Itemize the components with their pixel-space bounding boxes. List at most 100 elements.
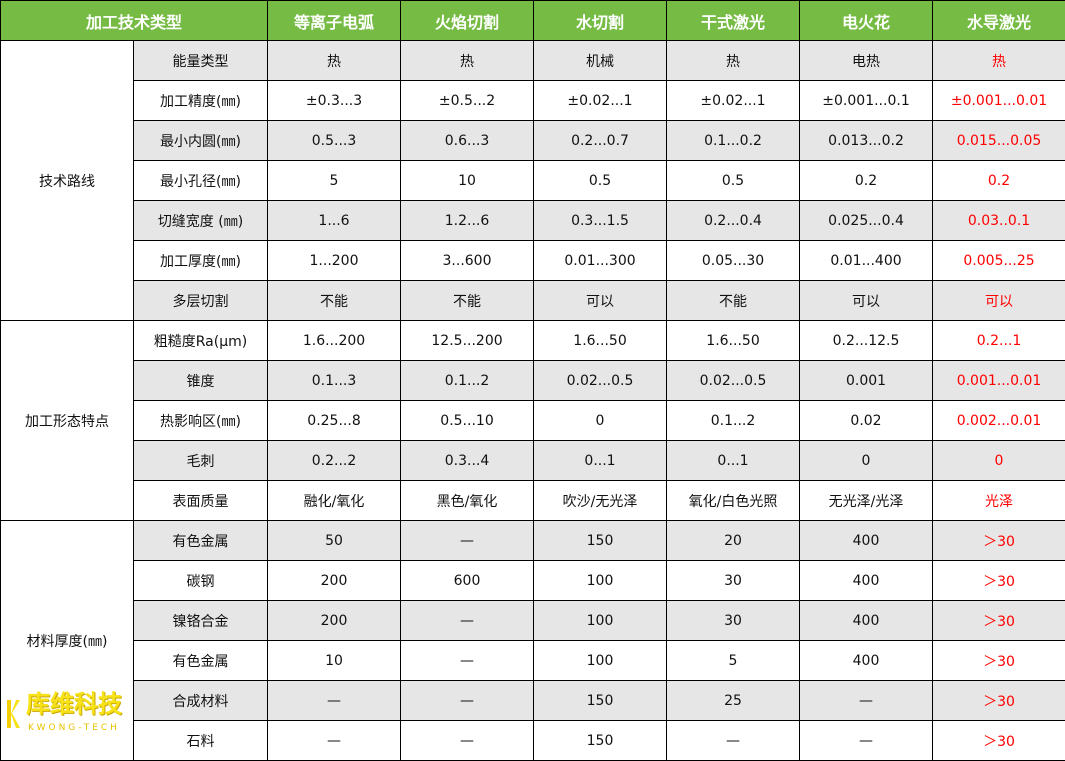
table-cell: 黑色/氧化	[400, 480, 535, 521]
table-cell: 0.1...2	[666, 400, 801, 441]
table-row: 多层切割 不能 不能 可以 不能 可以 可以	[1, 280, 1065, 321]
table-row: 加工厚度(㎜) 1...200 3...600 0.01...300 0.05...30…	[1, 240, 1065, 281]
table-cell: 1...6	[267, 200, 402, 241]
table-cell: ±0.02...1	[666, 80, 801, 121]
table-row: 有色金属 10—100 5 400 ＞30	[1, 640, 1065, 681]
table-cell: —	[799, 680, 934, 721]
group-label: 材料厚度(㎜)	[0, 520, 134, 761]
table-cell: 0.02...0.5	[533, 360, 668, 401]
table-cell: 0.1...0.2	[666, 120, 801, 161]
parameter-label: 碳钢	[132, 560, 269, 601]
table-cell: 400	[799, 520, 934, 561]
table-cell: —	[267, 720, 402, 761]
table-cell: 20	[666, 520, 801, 561]
table-cell: 0.6...3	[400, 120, 535, 161]
table-row: 材料厚度(㎜) 有色金属 50—150 20 400 ＞30	[0, 520, 1065, 761]
table-cell: 0.03..0.1	[932, 200, 1065, 241]
parameter-label: 有色金属	[132, 520, 269, 561]
table-cell: 0.013...0.2	[799, 120, 934, 161]
table-cell: 150	[533, 720, 668, 761]
table-cell: 0.1...3	[267, 360, 402, 401]
table-cell: —	[400, 520, 535, 561]
table-cell: 无光泽/光泽	[799, 480, 934, 521]
group-label: 技术路线	[0, 40, 134, 321]
table-row: 最小内圆(㎜) 0.5...3 0.6...3 0.2...0.7 0.1...0.2 0…	[1, 120, 1065, 161]
table-cell: 30	[666, 560, 801, 601]
table-row: 石料 — —150— — ＞30	[1, 720, 1065, 761]
table-cell: 1.2...6	[400, 200, 535, 241]
table-cell: 可以	[932, 280, 1065, 321]
table-row: 合成材料 — —150 25— ＞30	[1, 680, 1065, 721]
table-cell: —	[666, 720, 801, 761]
table-body: 技术路线 能量类型热热机械热电热热加工精度(㎜) ±0.3...3 ±0.5...2 ±…	[0, 40, 1065, 761]
table-cell: 200	[267, 560, 402, 601]
table-cell: 150	[533, 520, 668, 561]
table-row: 加工形态特点 粗糙度Ra(μm) 1.6...200 12.5...200 1.6...…	[0, 320, 1065, 521]
table-cell: 热	[666, 40, 801, 81]
header-water-jet: 水切割	[533, 0, 668, 41]
table-cell: —	[400, 600, 535, 641]
table-row: 加工精度(㎜) ±0.3...3 ±0.5...2 ±0.02...1 ±0.02...…	[1, 80, 1065, 121]
table-cell: 0	[533, 400, 668, 441]
table-cell: 0.2...12.5	[799, 320, 934, 361]
table-cell: ＞30	[932, 680, 1065, 721]
table-cell: 25	[666, 680, 801, 721]
table-row: 切缝宽度 (㎜) 1...6 1.2...6 0.3...1.5 0.2...0.4 0.…	[1, 200, 1065, 241]
table-cell: 吹沙/无光泽	[533, 480, 668, 521]
parameter-label: 毛刺	[132, 440, 269, 481]
table-cell: 0.2...2	[267, 440, 402, 481]
table-cell: 0.002...0.01	[932, 400, 1065, 441]
table-cell: 机械	[533, 40, 668, 81]
table-cell: 600	[400, 560, 535, 601]
header-water-guided-laser: 水导激光	[932, 0, 1065, 41]
table-cell: 光泽	[932, 480, 1065, 521]
table-cell: ＞30	[932, 520, 1065, 561]
table-cell: ＞30	[932, 600, 1065, 641]
table-cell: 0.5...3	[267, 120, 402, 161]
table-cell: 100	[533, 640, 668, 681]
table-row: 热影响区(㎜) 0.25...8 0.5...10 0 0.1...2 0.02 0.002…	[1, 400, 1065, 441]
table-cell: 0.5...10	[400, 400, 535, 441]
table-row: 锥度 0.1...3 0.1...2 0.02...0.5 0.02...0.5 0.00…	[1, 360, 1065, 401]
table-cell: 12.5...200	[400, 320, 535, 361]
parameter-label: 能量类型	[132, 40, 269, 81]
parameter-label: 加工精度(㎜)	[132, 80, 269, 121]
parameter-label: 有色金属	[132, 640, 269, 681]
table-cell: ±0.5...2	[400, 80, 535, 121]
parameter-label: 锥度	[132, 360, 269, 401]
table-row: 表面质量 融化/氧化 黑色/氧化 吹沙/无光泽 氧化/白色光照 无光泽/光泽 光泽	[1, 480, 1065, 521]
table-row: 镍铬合金 200—100 30 400 ＞30	[1, 600, 1065, 641]
group-label: 加工形态特点	[0, 320, 134, 521]
table-cell: 400	[799, 640, 934, 681]
table-cell: 热	[400, 40, 535, 81]
table-cell: 0.02...0.5	[666, 360, 801, 401]
parameter-label: 加工厚度(㎜)	[132, 240, 269, 281]
parameter-label: 最小内圆(㎜)	[132, 120, 269, 161]
table-cell: 0.05...30	[666, 240, 801, 281]
table-cell: 3...600	[400, 240, 535, 281]
table-cell: 0.1...2	[400, 360, 535, 401]
table-cell: 0.01...400	[799, 240, 934, 281]
table-cell: 1.6...50	[666, 320, 801, 361]
header-edm: 电火花	[799, 0, 934, 41]
table-cell: 0.01...300	[533, 240, 668, 281]
table-cell: 0...1	[533, 440, 668, 481]
table-cell: 30	[666, 600, 801, 641]
parameter-label: 最小孔径(㎜)	[132, 160, 269, 201]
table-cell: 1...200	[267, 240, 402, 281]
header-plasma-arc: 等离子电弧	[267, 0, 402, 41]
table-cell: 0.2...1	[932, 320, 1065, 361]
table-row: 毛刺 0.2...2 0.3...4 0...1 0...1 0 0	[1, 440, 1065, 481]
parameter-label: 石料	[132, 720, 269, 761]
header-flame-cutting: 火焰切割	[400, 0, 535, 41]
table-cell: 0.5	[666, 160, 801, 201]
table-cell: 1.6...200	[267, 320, 402, 361]
header-dry-laser: 干式激光	[666, 0, 801, 41]
table-cell: —	[799, 720, 934, 761]
table-cell: ±0.02...1	[533, 80, 668, 121]
table-cell: 0.001	[799, 360, 934, 401]
table-cell: ±0.3...3	[267, 80, 402, 121]
table-cell: 0.02	[799, 400, 934, 441]
table-cell: 热	[267, 40, 402, 81]
